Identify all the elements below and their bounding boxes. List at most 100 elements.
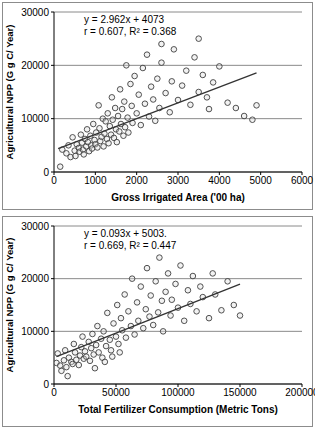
point (237, 313, 243, 319)
point (117, 87, 123, 93)
point (111, 321, 117, 327)
chart-panel: 0100002000030000050000100000150000200000… (3, 217, 315, 427)
point (140, 65, 146, 71)
y-axis-label: Agricultural NPP (G g C/ Year) (4, 25, 15, 160)
point (105, 111, 111, 117)
point (155, 310, 161, 316)
point (200, 72, 206, 78)
x-tick-label: 3000 (167, 175, 190, 186)
point (132, 332, 138, 338)
point (136, 318, 142, 324)
grid-line (54, 172, 302, 173)
point (148, 293, 154, 299)
point (159, 41, 165, 47)
trend-line (58, 73, 256, 149)
point (206, 315, 212, 321)
point (157, 255, 163, 261)
point (107, 337, 113, 343)
y-tick-label: 30000 (21, 221, 49, 232)
plot-area (57, 36, 259, 170)
point (114, 139, 120, 145)
x-tick-label: 2000 (126, 175, 149, 186)
point (128, 81, 134, 87)
point (142, 101, 148, 107)
annotation: r = 0.669, R² = 0.447 (84, 240, 177, 251)
point (138, 284, 144, 290)
x-axis-label: Gross Irrigated Area ('00 ha) (111, 192, 245, 203)
point (116, 341, 122, 347)
point (155, 76, 161, 82)
grid-line (54, 118, 302, 119)
point (185, 287, 191, 293)
point (129, 103, 135, 109)
point (126, 130, 132, 136)
chart-panel: 0100002000030000010002000300040005000600… (3, 3, 314, 210)
point (171, 47, 177, 53)
point (231, 302, 237, 308)
panel-border (3, 3, 313, 210)
point (96, 103, 102, 109)
point (188, 102, 194, 108)
point (150, 97, 156, 103)
point (163, 90, 169, 96)
point (108, 347, 114, 353)
point (233, 105, 239, 111)
point (101, 329, 107, 335)
point (126, 309, 132, 315)
point (90, 331, 96, 337)
point (206, 106, 212, 112)
point (192, 55, 198, 61)
point (114, 302, 120, 308)
point (196, 36, 202, 42)
y-tick-label: 0 (43, 167, 49, 178)
x-tick-label: 4000 (208, 175, 231, 186)
x-tick-label: 50000 (102, 387, 130, 398)
point (136, 92, 142, 98)
grid-line (54, 226, 302, 227)
point (152, 118, 158, 124)
point (112, 105, 118, 111)
point (225, 279, 231, 285)
point (181, 318, 187, 324)
point (217, 64, 223, 70)
point (241, 113, 247, 119)
y-axis (54, 12, 55, 172)
grid-line (54, 278, 302, 279)
y-tick-label: 30000 (21, 7, 49, 18)
point (76, 362, 82, 368)
point (159, 60, 165, 66)
point (95, 145, 101, 151)
point (124, 63, 130, 69)
plot-area (54, 255, 243, 379)
point (204, 95, 210, 101)
point (57, 164, 63, 170)
point (93, 342, 99, 348)
point (81, 152, 87, 158)
y-tick-label: 10000 (21, 113, 49, 124)
x-tick-label: 0 (51, 387, 57, 398)
point (122, 292, 128, 298)
point (179, 83, 185, 89)
x-tick-label: 200000 (285, 387, 315, 398)
point (103, 343, 109, 349)
point (129, 276, 135, 282)
point (125, 115, 131, 121)
point (57, 363, 63, 369)
point (92, 365, 98, 371)
point (160, 329, 166, 335)
point (143, 306, 149, 312)
point (59, 368, 65, 374)
x-tick-label: 100000 (161, 387, 195, 398)
point (121, 99, 127, 105)
annotation: r = 0.607, R² = 0.368 (84, 26, 177, 37)
point (159, 298, 165, 304)
point (64, 364, 70, 370)
point (169, 79, 175, 85)
point (109, 354, 115, 360)
point (144, 265, 150, 271)
annotation: y = 0.093x + 5003. (84, 228, 167, 239)
x-axis (54, 172, 302, 173)
x-tick-label: 0 (51, 175, 57, 186)
point (210, 80, 216, 86)
point (105, 310, 111, 316)
